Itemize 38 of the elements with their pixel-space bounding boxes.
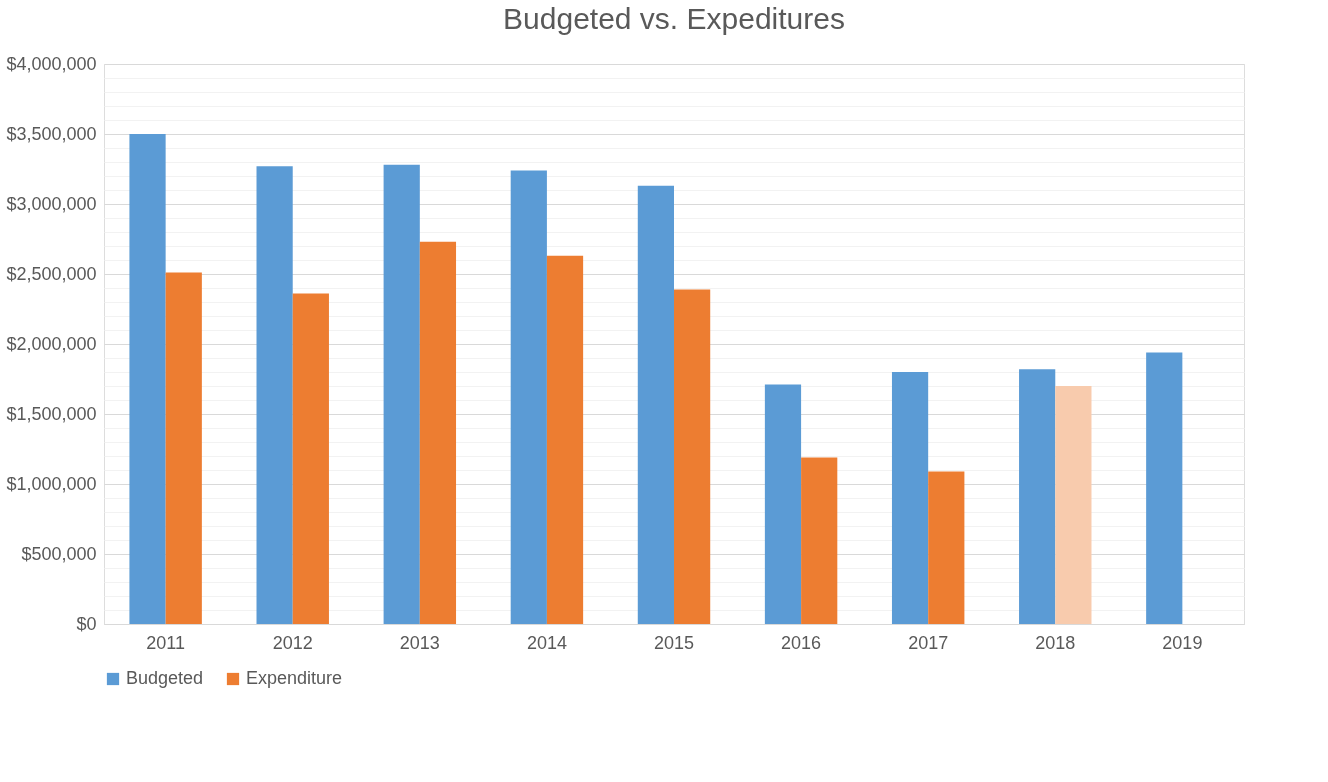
bar: [1019, 369, 1056, 624]
bar: [1055, 386, 1092, 624]
y-tick-label: $500,000: [21, 543, 97, 564]
x-tick-label: 2012: [272, 632, 313, 653]
y-tick-label: $1,000,000: [6, 473, 97, 494]
chart-title: Budgeted vs. Expeditures: [503, 2, 845, 35]
bar: [129, 134, 166, 624]
x-tick-label: 2013: [399, 632, 440, 653]
y-tick-label: $2,000,000: [6, 333, 97, 354]
y-tick-label: $3,500,000: [6, 123, 97, 144]
bar: [383, 164, 420, 624]
bar: [419, 241, 457, 624]
x-tick-label: 2018: [1035, 632, 1076, 653]
x-tick-label: 2017: [908, 632, 949, 653]
bar: [674, 289, 711, 624]
bar: [165, 272, 202, 624]
y-tick-label: $1,500,000: [6, 403, 97, 424]
legend-label: Budgeted: [126, 668, 204, 688]
y-tick-label: $0: [76, 613, 97, 634]
x-tick-label: 2016: [781, 632, 822, 653]
x-tick-label: 2015: [653, 632, 695, 653]
bar: [637, 185, 674, 624]
x-tick-label: 2019: [1162, 632, 1203, 653]
bar: [546, 255, 584, 624]
x-tick-label: 2011: [146, 632, 185, 653]
bar: [891, 372, 929, 624]
bar: [292, 293, 329, 624]
bar: [256, 166, 293, 624]
y-tick-label: $3,000,000: [6, 193, 97, 214]
y-tick-label: $4,000,000: [6, 53, 97, 74]
bar: [801, 457, 838, 624]
bar: [764, 384, 802, 624]
legend-label: Expenditure: [246, 668, 343, 688]
y-tick-label: $2,500,000: [6, 263, 97, 284]
bar: [1146, 352, 1183, 624]
bar: [928, 471, 965, 624]
x-tick-label: 2014: [526, 632, 567, 653]
bar: [510, 170, 547, 624]
